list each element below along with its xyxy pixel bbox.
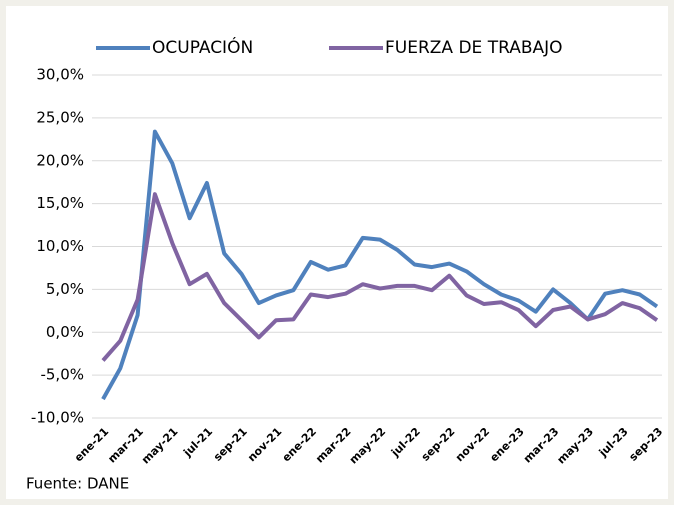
source-note: Fuente: DANE <box>26 475 129 493</box>
x-tick-label: sep-21 <box>211 425 250 464</box>
x-tick-label: may-22 <box>347 425 388 466</box>
x-tick-label: sep-22 <box>419 425 458 464</box>
y-tick-label: 0,0% <box>46 323 84 341</box>
x-tick-label: sep-23 <box>627 425 666 464</box>
x-tick-label: may-21 <box>139 425 180 466</box>
x-tick-label: ene-22 <box>280 425 319 464</box>
x-tick-label: may-23 <box>555 425 596 466</box>
x-tick-label: ene-21 <box>72 425 111 464</box>
legend-label: OCUPACIÓN <box>152 36 253 58</box>
legend-label: FUERZA DE TRABAJO <box>385 38 563 58</box>
y-tick-label: 25,0% <box>36 108 84 126</box>
y-tick-label: -5,0% <box>40 366 84 384</box>
y-tick-label: 5,0% <box>46 280 84 298</box>
y-tick-label: 30,0% <box>36 66 84 84</box>
series-line <box>101 129 659 401</box>
series-line <box>101 192 659 362</box>
x-tick-label: nov-21 <box>245 425 284 464</box>
x-tick-label: nov-22 <box>453 425 492 464</box>
y-tick-label: -10,0% <box>31 409 84 427</box>
y-tick-label: 20,0% <box>36 151 84 169</box>
y-tick-label: 10,0% <box>36 237 84 255</box>
x-tick-label: ene-23 <box>487 425 526 464</box>
chart: Fuente: DANE -10,0% -5,0% 0,0% 5,0% 10,0% 15,… <box>6 6 668 499</box>
y-tick-label: 15,0% <box>36 194 84 212</box>
